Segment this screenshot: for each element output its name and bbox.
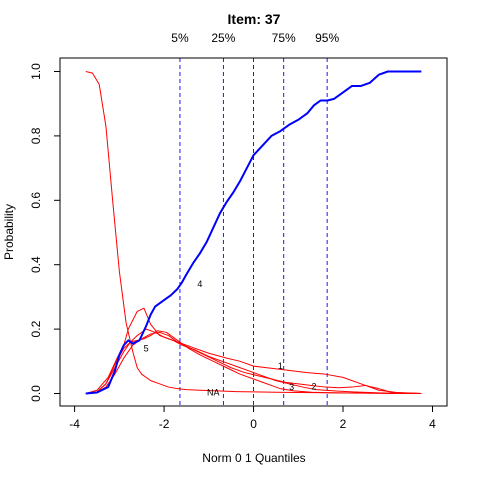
- series-line: [85, 331, 422, 394]
- series-label: 4: [197, 279, 202, 289]
- series-line: [85, 330, 422, 394]
- y-axis-label: Probability: [2, 204, 16, 260]
- series-label: NA: [207, 388, 220, 398]
- series-line: [85, 71, 422, 394]
- series-label: 3: [289, 382, 294, 392]
- y-tick-label: 1.0: [29, 63, 43, 80]
- series-line: [85, 307, 422, 394]
- chart-title: Item: 37: [228, 11, 281, 27]
- quantile-label: 95%: [315, 31, 339, 45]
- x-tick-label: 4: [429, 417, 436, 431]
- quantile-label: 5%: [171, 31, 189, 45]
- y-tick-label: 0.2: [29, 320, 43, 337]
- x-tick-label: -2: [159, 417, 170, 431]
- quantile-label: 25%: [211, 31, 235, 45]
- x-tick-label: -4: [69, 417, 80, 431]
- x-tick-label: 2: [340, 417, 347, 431]
- y-tick-label: 0.6: [29, 192, 43, 209]
- y-tick-label: 0.4: [29, 256, 43, 273]
- quantile-label: 75%: [272, 31, 296, 45]
- axes: -4 -2 0 2 4 0.0 0.2 0.4 0.6 0.8 1.0: [29, 57, 448, 431]
- quantile-lines: 5% 25% 75% 95%: [171, 31, 339, 406]
- y-tick-label: 0.0: [29, 385, 43, 402]
- series-label: 2: [311, 381, 316, 391]
- series-label: 5: [144, 343, 149, 353]
- series-label: 1: [278, 361, 283, 371]
- x-tick-label: 0: [250, 417, 257, 431]
- x-axis-label: Norm 0 1 Quantiles: [202, 451, 305, 465]
- series-line: [85, 70, 422, 395]
- series-lines: 5 1 3 2 NA 4: [85, 70, 422, 398]
- y-tick-label: 0.8: [29, 127, 43, 144]
